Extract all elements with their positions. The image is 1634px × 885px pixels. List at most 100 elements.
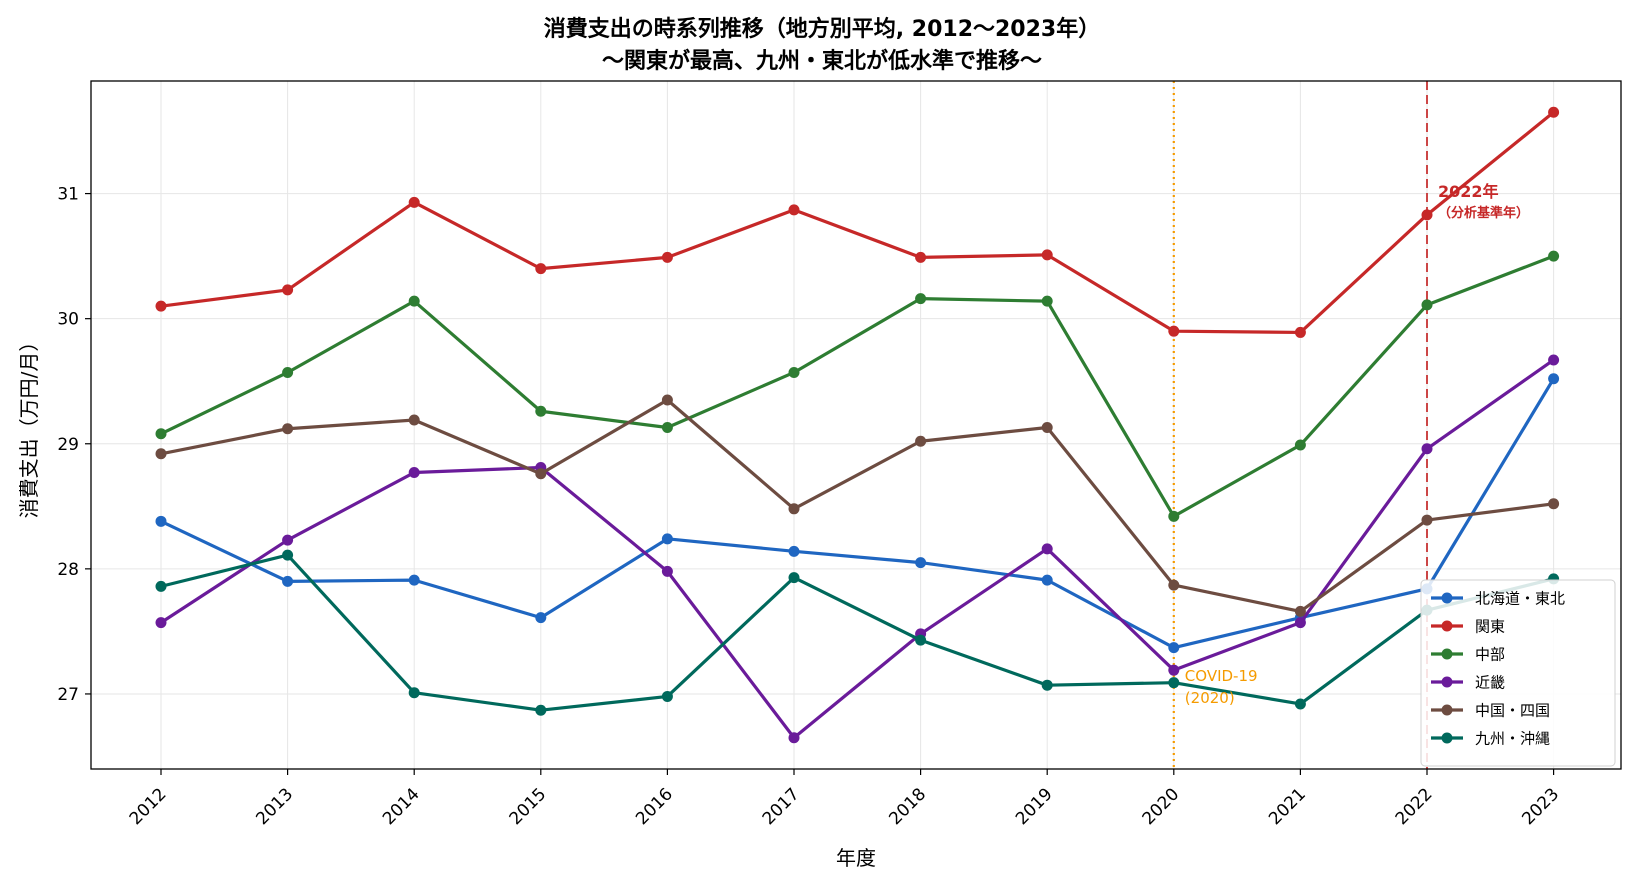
data-point: [915, 293, 927, 305]
legend-item: 関東: [1431, 618, 1505, 636]
legend-swatch-marker: [1441, 620, 1453, 632]
legend-label: 中部: [1475, 646, 1505, 664]
data-point: [408, 467, 420, 479]
data-point: [661, 422, 673, 434]
data-point: [788, 204, 800, 216]
x-tick-label: 2019: [1012, 784, 1057, 829]
y-tick-label: 31: [57, 185, 79, 205]
series-1: [155, 106, 1560, 338]
data-point: [408, 414, 420, 426]
y-tick-label: 30: [57, 310, 79, 330]
data-point: [1041, 679, 1053, 691]
y-axis-label: 消費支出（万円/月）: [17, 332, 41, 519]
y-tick-label: 27: [57, 685, 79, 705]
data-point: [282, 575, 294, 587]
data-point: [1041, 422, 1053, 434]
series-0: [155, 373, 1560, 654]
data-point: [1294, 617, 1306, 629]
annotation-base-note: （分析基準年）: [1438, 205, 1529, 221]
x-tick-label: 2015: [506, 784, 551, 829]
legend-swatch-marker: [1441, 648, 1453, 660]
data-point: [661, 251, 673, 263]
data-point: [788, 732, 800, 744]
x-tick-label: 2020: [1139, 784, 1184, 829]
data-point: [1168, 642, 1180, 654]
x-tick-label: 2014: [379, 784, 424, 829]
annotations: COVID-19 (2020) 2022年 （分析基準年）: [1185, 182, 1529, 707]
data-point: [155, 300, 167, 312]
data-point: [282, 549, 294, 561]
data-point: [915, 557, 927, 569]
data-point: [1548, 373, 1560, 385]
data-point: [535, 612, 547, 624]
series-5: [155, 549, 1560, 716]
x-tick-label: 2017: [759, 784, 804, 829]
data-point: [155, 428, 167, 440]
data-point: [282, 534, 294, 546]
data-point: [535, 704, 547, 716]
data-point: [1041, 249, 1053, 261]
legend-label: 北海道・東北: [1475, 590, 1565, 608]
data-point: [1421, 299, 1433, 311]
data-point: [661, 565, 673, 577]
legend-box: [1420, 579, 1616, 767]
data-point: [1041, 543, 1053, 555]
data-point: [1041, 295, 1053, 307]
data-point: [1548, 354, 1560, 366]
legend-item: 中国・四国: [1431, 702, 1550, 720]
data-point: [1548, 106, 1560, 118]
series-line: [160, 254, 1555, 518]
data-point: [1294, 439, 1306, 451]
data-point: [788, 366, 800, 378]
data-point: [1548, 250, 1560, 262]
data-point: [915, 634, 927, 646]
legend-item: 中部: [1431, 646, 1505, 664]
x-tick-label: 2013: [252, 784, 297, 829]
y-tick-label: 28: [57, 560, 79, 580]
x-axis-label: 年度: [836, 846, 876, 870]
data-point: [1294, 698, 1306, 710]
data-point: [155, 448, 167, 460]
legend-item: 九州・沖縄: [1431, 730, 1550, 748]
data-point: [661, 394, 673, 406]
x-tick-label: 2021: [1265, 784, 1310, 829]
annotation-lines: [1172, 81, 1428, 769]
series-4: [155, 394, 1560, 617]
legend-label: 近畿: [1475, 674, 1505, 692]
legend-swatch-marker: [1441, 592, 1453, 604]
plot-frame: [90, 80, 1622, 770]
data-point: [1294, 326, 1306, 338]
data-point: [535, 405, 547, 417]
data-point: [915, 251, 927, 263]
series-line: [160, 377, 1555, 650]
x-tick-label: 2023: [1518, 784, 1563, 829]
legend-label: 関東: [1475, 618, 1505, 636]
annotation-base-year: 2022年: [1438, 182, 1499, 201]
data-point: [1168, 325, 1180, 337]
data-point: [408, 196, 420, 208]
data-point: [282, 366, 294, 378]
data-point: [155, 617, 167, 629]
series-line: [160, 358, 1555, 740]
legend-swatch-marker: [1441, 704, 1453, 716]
data-point: [1421, 209, 1433, 221]
x-tick-label: 2016: [632, 784, 677, 829]
x-tick-label: 2012: [126, 784, 171, 829]
y-tick-label: 29: [57, 435, 79, 455]
series-group: [155, 106, 1560, 744]
data-point: [155, 580, 167, 592]
data-point: [788, 545, 800, 557]
legend-item: 北海道・東北: [1431, 590, 1565, 608]
legend-label: 中国・四国: [1475, 702, 1550, 720]
data-point: [155, 515, 167, 527]
data-point: [1168, 664, 1180, 676]
legend-label: 九州・沖縄: [1475, 730, 1550, 748]
series-line: [160, 553, 1554, 712]
chart-title: 消費支出の時系列推移（地方別平均, 2012〜2023年）: [544, 16, 1100, 42]
data-point: [282, 423, 294, 435]
series-line: [160, 111, 1555, 335]
y-axis: 27 28 29 30 31: [57, 185, 91, 705]
data-point: [788, 572, 800, 584]
